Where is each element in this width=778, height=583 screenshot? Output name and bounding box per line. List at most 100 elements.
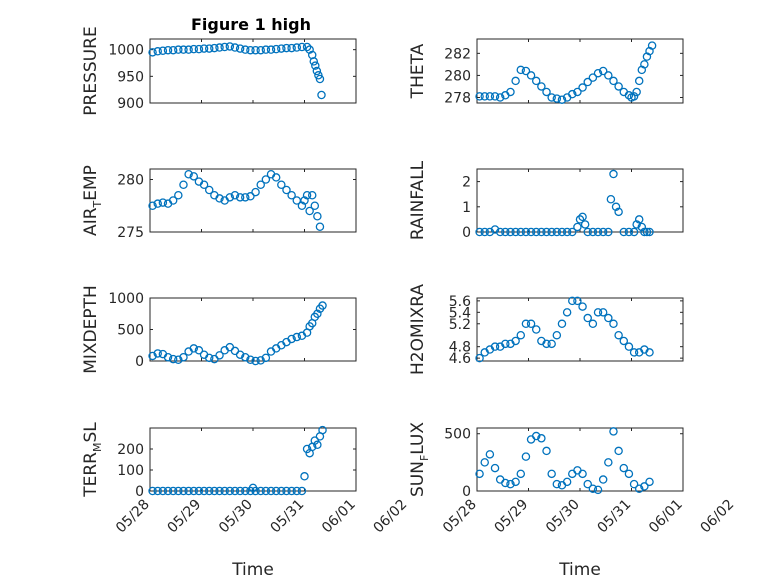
x-tick-label: 05/28: [113, 497, 153, 537]
data-point: [568, 296, 577, 306]
data-point: [593, 68, 603, 78]
data-point: [158, 198, 168, 207]
data-point: [230, 190, 240, 200]
data-point: [575, 215, 585, 224]
y-axis-label: H2OMIXRA: [408, 284, 428, 375]
y-tick-label: 5.6: [449, 294, 471, 310]
data-point: [480, 92, 489, 101]
data-point: [609, 169, 618, 179]
data-point: [609, 427, 618, 436]
data-point: [282, 185, 291, 195]
data-point: [593, 308, 603, 317]
data-point: [552, 479, 562, 489]
data-point: [490, 463, 500, 473]
data-point: [573, 87, 582, 97]
data-point: [168, 196, 178, 205]
data-point: [199, 486, 209, 496]
data-point: [312, 66, 322, 76]
y-axis-label: RAINFALL: [408, 160, 428, 240]
y-tick-label: 2: [462, 175, 471, 191]
data-point: [634, 215, 644, 224]
axes-frame: [149, 427, 357, 492]
data-point: [501, 227, 510, 237]
data-point: [174, 190, 183, 200]
data-point: [614, 207, 623, 217]
data-point: [598, 66, 608, 76]
data-point: [501, 339, 510, 349]
data-point: [557, 319, 567, 329]
y-tick-label: 950: [117, 69, 144, 85]
data-point: [531, 431, 541, 441]
subplot-7: 0 100 200 05/28 05/29 05/30 05/31 06/01 06/02 Tim…: [81, 422, 410, 580]
axes-frame: [476, 297, 684, 362]
data-point: [251, 187, 260, 197]
x-tick-label: 05/31: [267, 497, 307, 537]
data-point: [189, 172, 199, 181]
data-point: [261, 45, 271, 54]
data-point: [619, 336, 629, 346]
data-point: [568, 89, 577, 99]
x-axis-label: Time: [558, 560, 601, 580]
data-point: [310, 201, 320, 210]
data-point: [163, 45, 173, 55]
data-point: [475, 353, 484, 363]
x-tick-label: 05/29: [491, 497, 531, 537]
data-point: [583, 313, 592, 323]
data-point: [598, 475, 608, 484]
data-point: [542, 87, 551, 97]
data-point: [614, 82, 623, 91]
y-axis-label: SUNFLUX: [408, 422, 431, 497]
y-tick-label: 280: [117, 173, 144, 189]
data-point: [215, 486, 224, 496]
y-axis-label: MIXDEPTH: [81, 285, 101, 374]
data-point: [640, 227, 649, 237]
data-point: [475, 469, 484, 479]
data-point: [235, 44, 245, 53]
y-tick-label: 5.4: [449, 305, 471, 321]
data-point: [199, 180, 209, 189]
data-point: [645, 477, 654, 487]
data-point: [204, 486, 214, 496]
y-tick-label: 0: [462, 225, 471, 241]
data-point: [557, 227, 567, 237]
data-point: [568, 227, 577, 237]
data-point: [256, 45, 265, 55]
data-point: [153, 486, 162, 496]
data-point: [287, 486, 296, 496]
data-point: [578, 212, 587, 222]
data-point: [158, 486, 168, 496]
data-point: [542, 446, 551, 456]
data-point: [271, 44, 281, 54]
data-point: [490, 342, 500, 351]
data-point: [490, 92, 500, 101]
data-point: [516, 330, 526, 340]
data-point: [225, 193, 235, 202]
data-point: [282, 43, 291, 53]
data-point: [215, 351, 224, 360]
x-tick-label: 05/31: [594, 497, 634, 537]
subplot-3: 275 280 AIRTEMP: [81, 165, 357, 241]
data-point: [516, 65, 526, 75]
data-point: [148, 351, 157, 361]
data-point: [578, 469, 587, 479]
data-point: [292, 332, 302, 342]
data-point: [266, 486, 276, 496]
data-point: [614, 330, 623, 340]
data-point: [609, 76, 618, 86]
data-point: [583, 77, 592, 87]
data-point: [552, 330, 562, 340]
data-point: [194, 486, 204, 496]
subplot-4: 0 1 2 RAINFALL: [408, 160, 684, 241]
data-point: [506, 227, 515, 237]
data-point: [305, 206, 314, 216]
data-point: [153, 47, 162, 56]
data-point: [168, 486, 178, 496]
data-point: [311, 61, 320, 70]
data-point: [614, 446, 623, 456]
data-point: [511, 336, 520, 346]
data-point: [604, 313, 613, 323]
data-point: [562, 227, 572, 237]
data-point: [189, 486, 199, 496]
data-point: [148, 486, 157, 496]
